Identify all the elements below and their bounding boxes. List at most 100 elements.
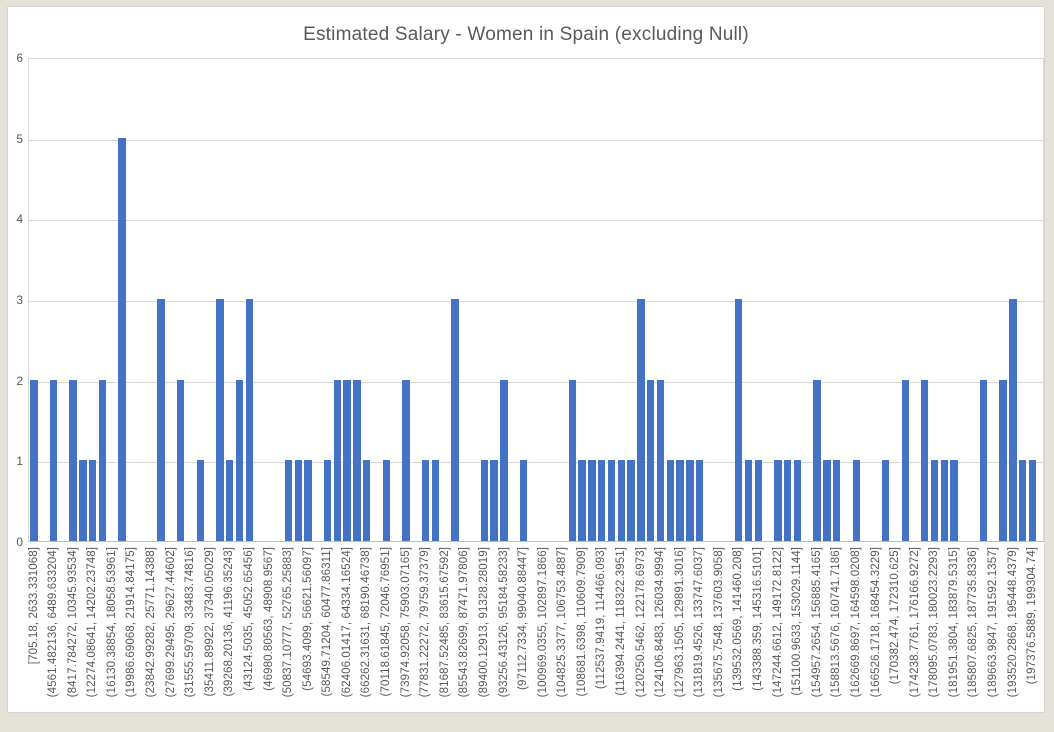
histogram-bar[interactable]: [294, 460, 302, 541]
histogram-bar[interactable]: [617, 460, 625, 541]
histogram-bar[interactable]: [598, 460, 606, 541]
x-axis-tick-label: (58549.71204, 60477.86311]: [321, 547, 334, 697]
histogram-bar[interactable]: [852, 460, 860, 541]
histogram-bar[interactable]: [69, 379, 77, 541]
histogram-bar[interactable]: [157, 299, 165, 541]
x-axis-tick-label: (46980.80563, 48908.9567]: [262, 547, 275, 691]
chart-canvas[interactable]: Estimated Salary - Women in Spain (exclu…: [7, 6, 1045, 713]
x-axis-tick-label: (23842.99282, 25771.14388]: [145, 547, 158, 698]
histogram-bar[interactable]: [656, 379, 665, 541]
x-axis-tick-label: (77831.22272, 79759.37379]: [419, 547, 432, 698]
y-axis-tick-label: 2: [16, 373, 23, 388]
histogram-bar[interactable]: [79, 460, 87, 541]
histogram-bar[interactable]: [735, 299, 743, 541]
histogram-bar[interactable]: [226, 460, 234, 541]
histogram-bar[interactable]: [49, 379, 58, 541]
histogram-bar[interactable]: [196, 460, 205, 541]
gridline: [29, 139, 1043, 141]
histogram-bar[interactable]: [627, 460, 635, 541]
histogram-bar[interactable]: [500, 379, 508, 541]
histogram-bar[interactable]: [979, 379, 988, 541]
histogram-bar[interactable]: [519, 460, 528, 541]
histogram-bar[interactable]: [382, 460, 391, 541]
x-axis-tick-label: (147244.6612, 149172.8122]: [771, 547, 784, 698]
histogram-bar[interactable]: [235, 379, 244, 541]
y-axis-tick-label: 3: [16, 293, 23, 307]
histogram-bar[interactable]: [686, 460, 694, 541]
histogram-bar[interactable]: [363, 460, 371, 541]
histogram-bar[interactable]: [813, 379, 821, 541]
histogram-bar[interactable]: [1018, 460, 1027, 541]
x-axis-tick-label: (16130.38854, 18058.53961]: [105, 547, 118, 698]
x-axis-tick-label: (43124.5035, 45052.65456]: [242, 547, 255, 691]
x-axis-tick-label: (154957.2654, 156885.4165]: [810, 547, 823, 698]
x-axis-tick-label: (112537.9419, 114466.093]: [595, 547, 608, 690]
x-axis-tick-label: (185807.6825, 187735.8336]: [967, 547, 980, 698]
histogram-bar[interactable]: [1028, 460, 1037, 541]
histogram-bar[interactable]: [353, 379, 361, 541]
x-axis-tick-label: (178095.0783, 180023.2293]: [928, 547, 941, 698]
x-axis-tick-label: (158813.5676, 160741.7186]: [830, 547, 843, 698]
x-axis-tick-label: (27699.29495, 29627.44602]: [164, 547, 177, 698]
histogram-bar[interactable]: [402, 379, 410, 541]
histogram-bar[interactable]: [784, 460, 792, 541]
x-axis-tick-label: (97112.7334, 99040.88447]: [517, 547, 530, 690]
histogram-bar[interactable]: [304, 460, 312, 541]
histogram-bar[interactable]: [823, 460, 831, 541]
histogram-bar[interactable]: [793, 460, 802, 541]
histogram-bar[interactable]: [284, 460, 293, 541]
histogram-bar[interactable]: [30, 379, 38, 541]
histogram-bar[interactable]: [832, 460, 841, 541]
x-axis-tick-label: (151100.9633, 153029.1144]: [791, 547, 804, 696]
histogram-bar[interactable]: [343, 379, 351, 541]
histogram-bar[interactable]: [568, 379, 577, 541]
histogram-bar[interactable]: [451, 299, 459, 541]
x-axis-tick-label: (4561.482136, 6489.633204]: [47, 547, 60, 698]
histogram-bar[interactable]: [245, 299, 253, 541]
histogram-bar[interactable]: [930, 460, 939, 541]
x-axis-tick-label: (54693.4099, 56621.56097]: [301, 547, 314, 691]
histogram-bar[interactable]: [901, 379, 909, 541]
histogram-bar[interactable]: [607, 460, 616, 541]
x-axis-tick-label: (127963.1505, 129891.3016]: [673, 547, 686, 698]
histogram-bar[interactable]: [1009, 299, 1017, 541]
histogram-bar[interactable]: [490, 460, 498, 541]
x-axis-tick-label: (70118.61845, 72046.76951]: [380, 547, 393, 697]
histogram-bar[interactable]: [774, 460, 782, 541]
histogram-bar[interactable]: [695, 460, 704, 541]
histogram-bar[interactable]: [323, 460, 332, 541]
x-axis-tick-label: (35411.89922, 37340.05029]: [203, 547, 216, 697]
histogram-bar[interactable]: [431, 460, 439, 541]
x-axis-tick-label: (193520.2868, 195448.4379]: [1006, 547, 1019, 698]
x-axis-tick-label: (85543.82699, 87471.97806]: [458, 547, 471, 698]
y-axis-tick-label: 4: [16, 212, 23, 227]
x-axis-tick-label: (174238.7761, 176166.9272]: [908, 547, 921, 698]
histogram-bar[interactable]: [578, 460, 586, 541]
x-axis-tick-label: (166526.1718, 168454.3229]: [869, 547, 882, 698]
histogram-bar[interactable]: [216, 299, 224, 541]
chart-title: Estimated Salary - Women in Spain (exclu…: [303, 24, 749, 45]
histogram-bar[interactable]: [421, 460, 430, 541]
histogram-bar[interactable]: [950, 460, 958, 541]
x-axis-tick-label: (73974.92058, 75903.07165]: [399, 547, 412, 698]
plot-area: [28, 58, 1044, 542]
histogram-bar[interactable]: [637, 299, 645, 541]
histogram-bar[interactable]: [333, 379, 342, 541]
histogram-bar[interactable]: [744, 460, 753, 541]
histogram-bar[interactable]: [881, 460, 890, 541]
histogram-bar[interactable]: [480, 460, 488, 541]
histogram-bar[interactable]: [921, 379, 929, 541]
histogram-bar[interactable]: [646, 379, 655, 541]
histogram-bar[interactable]: [666, 460, 674, 541]
gridline: [29, 220, 1043, 222]
histogram-bar[interactable]: [177, 379, 185, 541]
histogram-bar[interactable]: [98, 379, 107, 541]
histogram-bar[interactable]: [754, 460, 763, 541]
histogram-bar[interactable]: [588, 460, 596, 541]
histogram-bar[interactable]: [940, 460, 949, 541]
x-axis-tick-label: (139532.0569, 141460.208]: [732, 547, 745, 691]
histogram-bar[interactable]: [88, 460, 97, 541]
histogram-bar[interactable]: [676, 460, 684, 541]
histogram-bar[interactable]: [118, 137, 126, 541]
histogram-bar[interactable]: [999, 379, 1007, 541]
